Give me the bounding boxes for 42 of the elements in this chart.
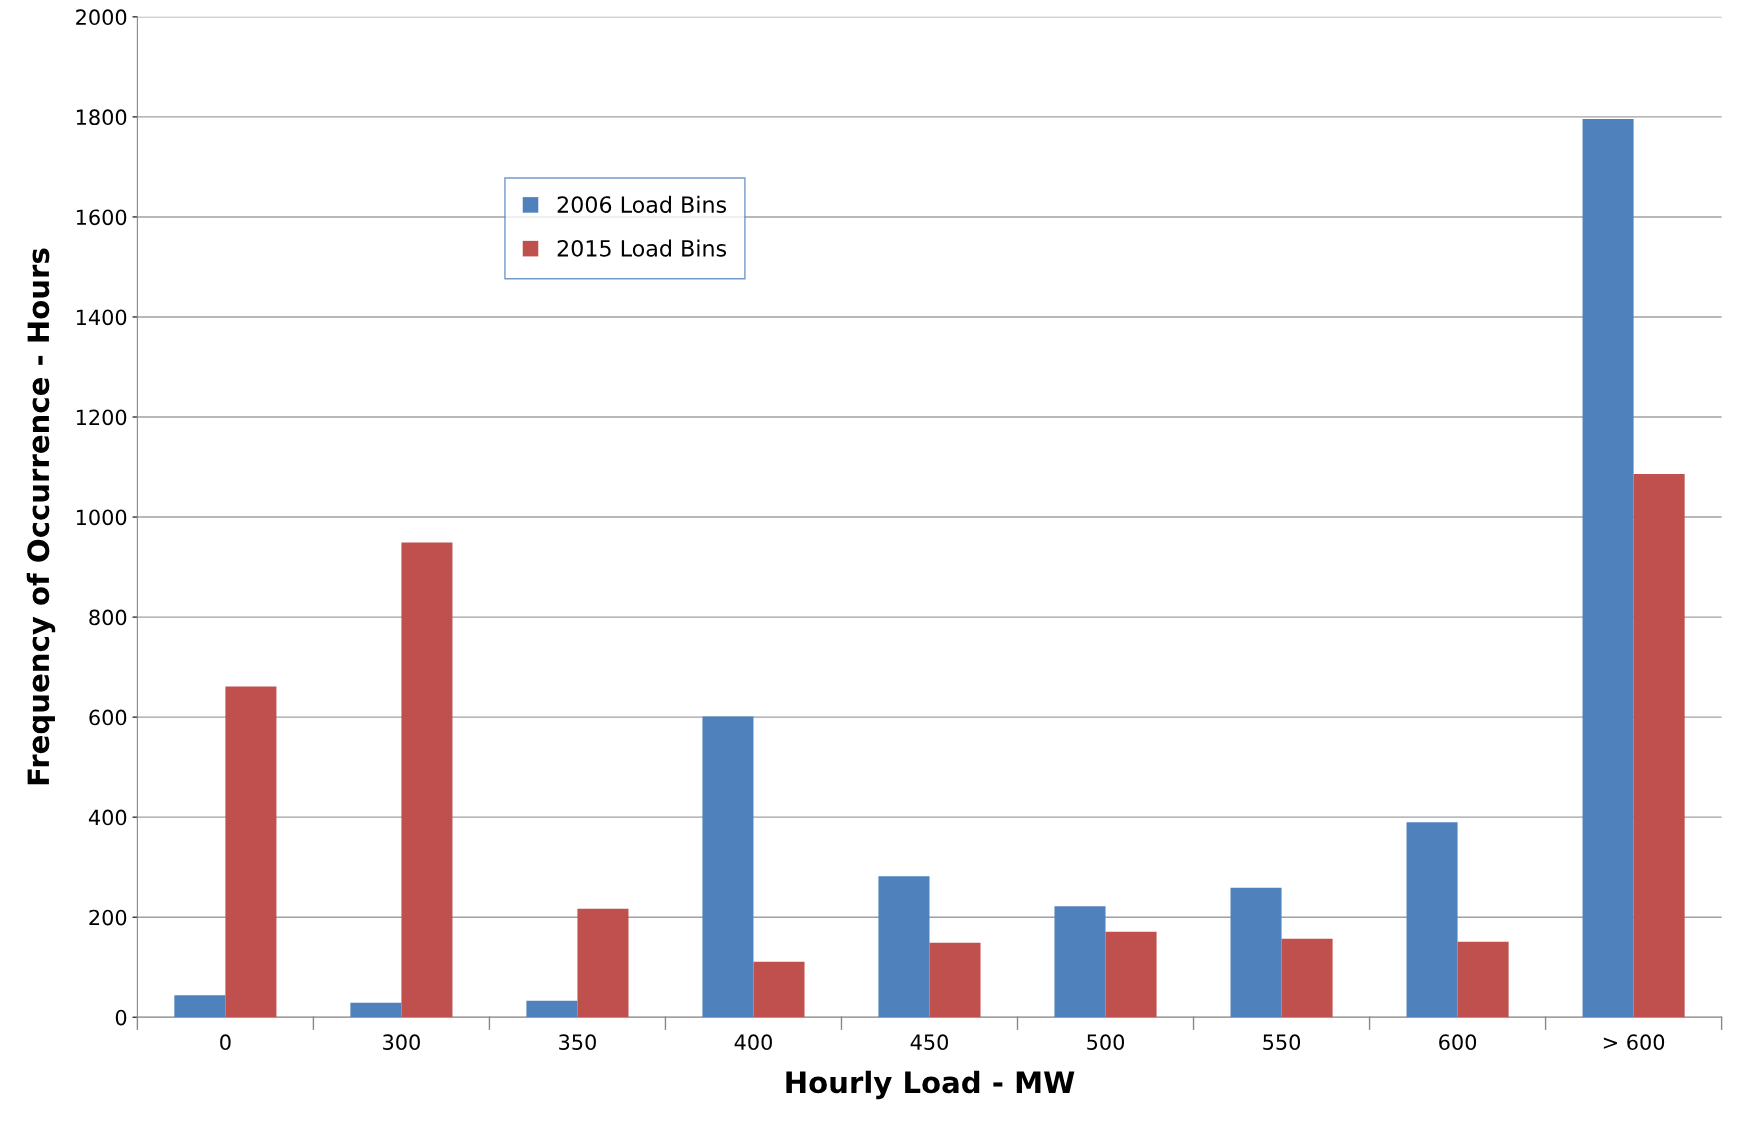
y-tick-label: 200 — [89, 909, 127, 926]
x-tick-label: 550 — [1263, 1034, 1301, 1051]
x-tick-label: 300 — [383, 1034, 420, 1051]
bar — [1406, 822, 1458, 1018]
legend-label: 2015 Load Bins — [557, 239, 727, 257]
x-tick-label: > 600 — [1603, 1034, 1665, 1051]
bar — [526, 1000, 578, 1018]
bar — [929, 942, 981, 1018]
x-tick-label: 500 — [1087, 1034, 1125, 1051]
x-axis-title: Hourly Load - MW — [786, 1070, 1075, 1100]
y-tick-label: 1200 — [76, 409, 127, 426]
x-tick-label: 400 — [734, 1034, 772, 1051]
bar — [1633, 474, 1685, 1018]
bar — [350, 1002, 402, 1018]
y-tick-label: 400 — [88, 809, 127, 826]
bar — [174, 995, 226, 1018]
bar — [753, 961, 805, 1018]
x-tick-label: 600 — [1439, 1034, 1477, 1051]
y-tick-label: 1800 — [76, 109, 127, 126]
y-tick-label: 0 — [115, 1009, 127, 1026]
bar — [1054, 906, 1106, 1018]
bar — [577, 908, 629, 1018]
bar — [1582, 118, 1634, 1018]
x-tick-label: 450 — [910, 1034, 948, 1051]
y-tick-label: 1400 — [76, 309, 127, 326]
bar — [1105, 931, 1157, 1018]
x-tick-label: 350 — [559, 1034, 596, 1051]
y-axis-title: Frequency of Occurrence - Hours — [26, 248, 56, 785]
bar — [1281, 938, 1333, 1018]
y-tick-label: 800 — [89, 609, 127, 626]
bar — [225, 686, 277, 1018]
x-tick-label: 0 — [220, 1034, 231, 1051]
bar — [401, 542, 453, 1018]
y-tick-label: 2000 — [76, 9, 127, 26]
bar — [1230, 887, 1282, 1018]
y-tick-label: 1000 — [76, 509, 127, 526]
y-tick-label: 600 — [89, 709, 127, 726]
y-tick-label: 1600 — [76, 209, 127, 226]
bar — [702, 716, 754, 1018]
bar — [878, 876, 930, 1018]
bar — [1457, 941, 1509, 1018]
legend-label: 2006 Load Bins — [557, 195, 727, 213]
